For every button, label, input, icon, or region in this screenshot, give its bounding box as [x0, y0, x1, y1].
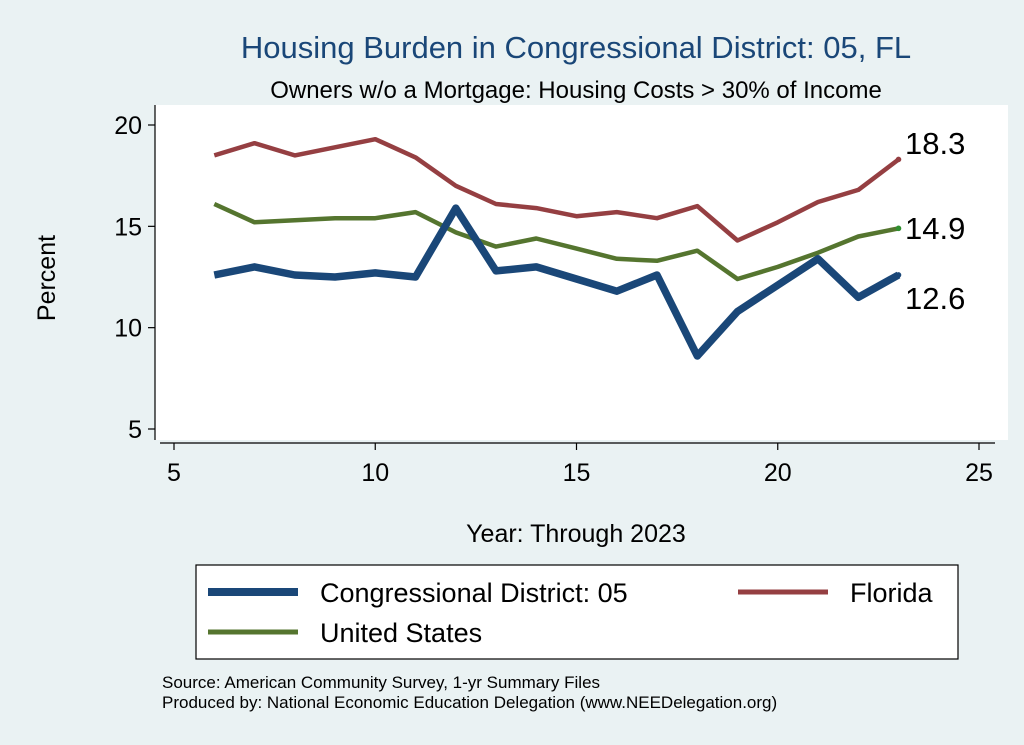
legend-box: [195, 564, 959, 660]
y-tick-label: 5: [128, 416, 142, 444]
producer-note: Produced by: National Economic Education…: [162, 693, 777, 712]
series-layer: [213, 136, 902, 360]
legend-label: Florida: [850, 578, 934, 608]
y-tick-label: 15: [114, 213, 142, 241]
x-tick-label: 25: [965, 459, 993, 487]
end-labels: 12.6 18.3 14.9: [905, 126, 965, 316]
series-line-florida: [213, 136, 900, 243]
legend: Congressional District: 05 Florida United …: [208, 578, 934, 648]
end-label: 18.3: [905, 126, 965, 161]
chart-title: Housing Burden in Congressional District…: [241, 30, 911, 65]
y-tick-label: 20: [114, 112, 142, 140]
series-line-congressional-district-05: [213, 204, 901, 360]
x-axis: 5 10 15 20 25: [160, 442, 995, 487]
x-tick-label: 10: [361, 459, 389, 487]
y-tick-label: 10: [114, 315, 142, 343]
end-label: 14.9: [905, 211, 965, 246]
legend-label: Congressional District: 05: [320, 578, 628, 608]
y-axis-title: Percent: [33, 235, 61, 321]
x-tick-label: 20: [764, 459, 792, 487]
x-tick-label: 5: [167, 459, 181, 487]
end-point-united-states: [895, 225, 902, 232]
legend-label: United States: [320, 618, 482, 648]
end-point-congressional-district-05: [895, 272, 902, 278]
end-label: 12.6: [905, 281, 965, 316]
x-axis-title: Year: Through 2023: [466, 520, 686, 548]
series-line-united-states: [213, 201, 899, 282]
y-axis: 5 10 15 20: [114, 105, 156, 444]
x-tick-label: 15: [563, 459, 591, 487]
end-point-florida: [895, 156, 902, 163]
chart-subtitle: Owners w/o a Mortgage: Housing Costs > 3…: [270, 77, 882, 104]
source-note: Source: American Community Survey, 1-yr …: [162, 673, 600, 692]
